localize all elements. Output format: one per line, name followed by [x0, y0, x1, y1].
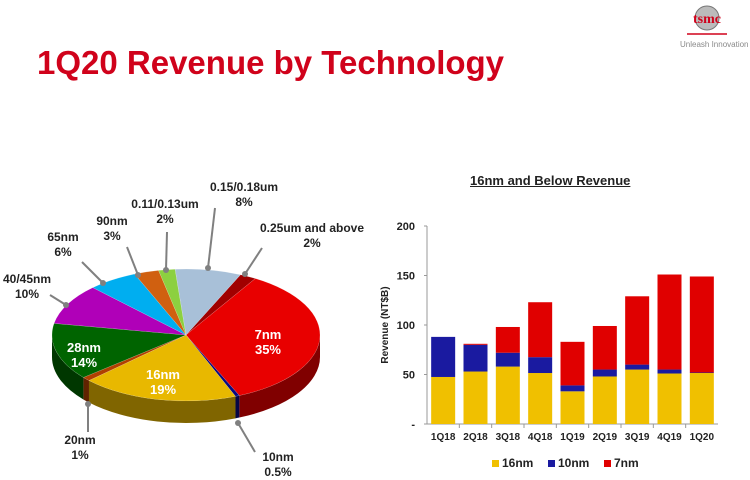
legend-swatch-16nm [492, 460, 499, 467]
y-tick-label: - [411, 419, 415, 431]
bar-16nm-3Q18 [496, 367, 520, 424]
x-tick-label: 4Q18 [528, 432, 553, 443]
bar-10nm-1Q18 [431, 337, 455, 377]
bar-10nm-2Q19 [593, 370, 617, 377]
legend-swatch-7nm [604, 460, 611, 467]
x-tick-label: 3Q18 [496, 432, 521, 443]
legend-label-16nm: 16nm [502, 456, 533, 470]
x-tick-label: 4Q19 [657, 432, 682, 443]
x-tick-label: 1Q19 [560, 432, 585, 443]
bar-7nm-4Q19 [658, 275, 682, 370]
legend-label-7nm: 7nm [614, 456, 639, 470]
x-tick-label: 3Q19 [625, 432, 650, 443]
bar-7nm-3Q19 [625, 296, 649, 364]
bar-7nm-4Q18 [528, 302, 552, 357]
bar-16nm-2Q18 [464, 372, 488, 424]
x-tick-label: 2Q19 [593, 432, 618, 443]
bar-16nm-1Q19 [561, 391, 585, 424]
bar-10nm-3Q19 [625, 365, 649, 370]
bar-16nm-4Q19 [658, 374, 682, 424]
bar-16nm-1Q20 [690, 373, 714, 424]
bar-10nm-2Q18 [464, 345, 488, 372]
bar-16nm-4Q18 [528, 373, 552, 424]
bar-10nm-1Q19 [561, 385, 585, 391]
bar-7nm-1Q20 [690, 276, 714, 372]
bar-7nm-2Q19 [593, 326, 617, 370]
bar-10nm-4Q18 [528, 357, 552, 373]
y-tick-label: 150 [397, 271, 415, 283]
y-axis-label: Revenue (NT$B) [380, 286, 391, 363]
bar-7nm-2Q18 [464, 344, 488, 345]
bar-16nm-3Q19 [625, 370, 649, 424]
bar-10nm-4Q19 [658, 370, 682, 374]
legend-label-10nm: 10nm [558, 456, 589, 470]
x-tick-label: 2Q18 [463, 432, 488, 443]
bar-16nm-1Q18 [431, 377, 455, 424]
x-tick-label: 1Q20 [690, 432, 715, 443]
legend-swatch-10nm [548, 460, 555, 467]
y-tick-label: 50 [403, 370, 415, 382]
bar-16nm-2Q19 [593, 376, 617, 424]
bar-7nm-1Q19 [561, 342, 585, 386]
x-tick-label: 1Q18 [431, 432, 456, 443]
y-tick-label: 200 [397, 221, 415, 233]
bar-10nm-3Q18 [496, 353, 520, 367]
y-tick-label: 100 [397, 320, 415, 332]
bar-7nm-3Q18 [496, 327, 520, 353]
